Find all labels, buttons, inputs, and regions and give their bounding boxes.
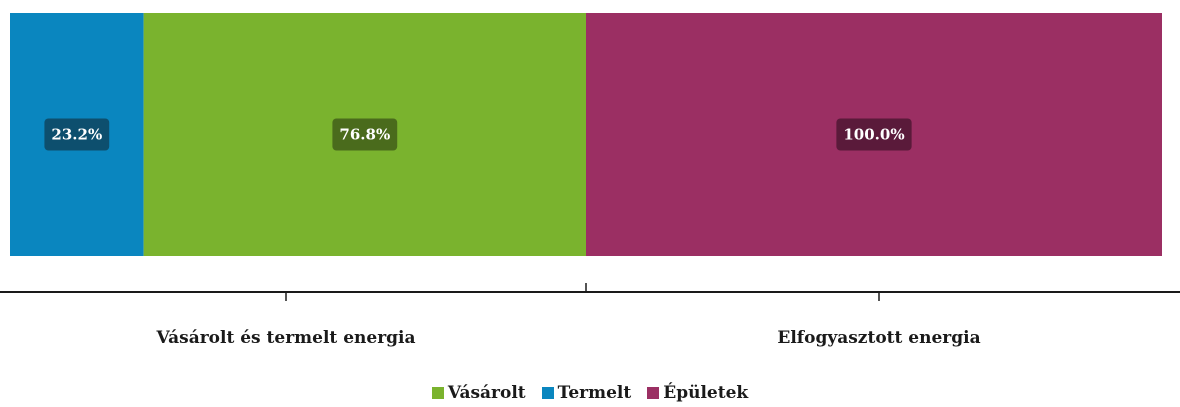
category-label: Vásárolt és termelt energia <box>155 328 415 348</box>
data-label-bg-termelt <box>44 118 110 151</box>
legend-swatch-vasarolt <box>431 387 444 399</box>
legend-item-vasarolt: Vásárolt <box>431 383 526 403</box>
data-label-bg-epuletek <box>836 118 912 151</box>
legend-swatch-termelt <box>541 387 554 399</box>
data-label-vasarolt: 76.8% <box>339 126 390 144</box>
stacked-bar-chart: 23.2% 76.8% 100.0% Vásárolt és termelt ene… <box>0 13 1180 348</box>
bar-group <box>10 13 1162 256</box>
data-label-bg-vasarolt <box>332 118 398 151</box>
data-label-termelt: 23.2% <box>51 126 102 144</box>
legend-label-epuletek: Épületek <box>663 383 749 403</box>
data-label-epuletek: 100.0% <box>843 126 904 144</box>
legend-label-termelt: Termelt <box>557 383 632 403</box>
data-label-group: 23.2% 76.8% 100.0% <box>44 118 912 151</box>
legend-item-epuletek: Épületek <box>647 383 748 403</box>
category-label: Elfogyasztott energia <box>777 328 980 348</box>
legend-swatch-epuletek <box>647 387 660 399</box>
legend-label-vasarolt: Vásárolt <box>447 383 526 403</box>
legend-item-termelt: Termelt <box>541 383 632 403</box>
category-axis: Vásárolt és termelt energia Elfogyasztott… <box>0 283 1180 348</box>
legend: Vásárolt Termelt Épületek <box>0 381 1180 405</box>
